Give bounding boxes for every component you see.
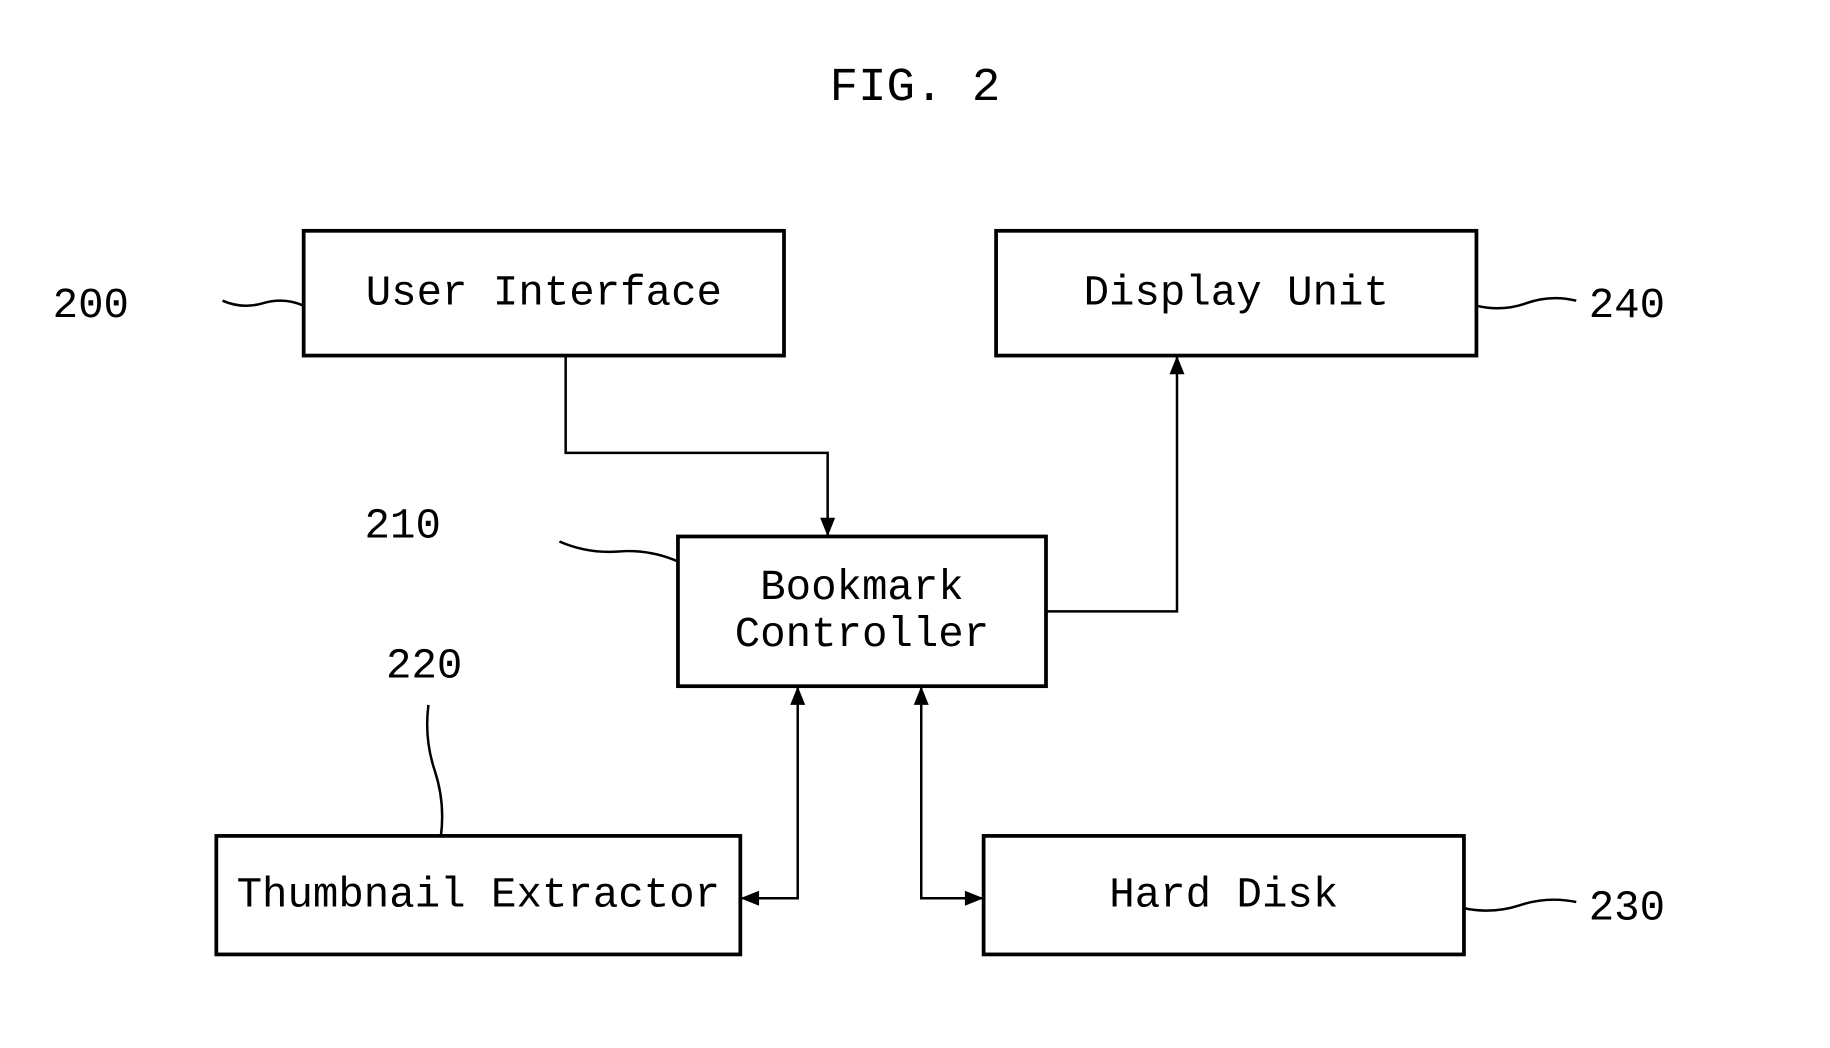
ref-leader-bookmark_controller	[559, 541, 678, 561]
figure-title: FIG. 2	[830, 62, 1001, 115]
arrowhead	[914, 686, 929, 705]
ref-number-thumbnail_extractor: 220	[386, 642, 462, 690]
edge-bookmark_controller-hard_disk	[921, 686, 983, 898]
arrowhead	[820, 518, 835, 537]
block-label-display_unit: Display Unit	[1084, 269, 1389, 317]
arrowhead	[965, 891, 984, 906]
edge-user_interface-bookmark_controller	[566, 356, 828, 537]
ref-leader-thumbnail_extractor	[427, 705, 442, 836]
block-label-hard_disk: Hard Disk	[1109, 871, 1338, 919]
block-diagram: FIG. 2 User Interface 200 Display Unit 240 Bo…	[0, 0, 1830, 1048]
edge-bookmark_controller-thumbnail_extractor	[740, 686, 797, 898]
block-label-bookmark_controller-line2: Controller	[735, 611, 989, 659]
ref-number-user_interface: 200	[53, 282, 129, 330]
ref-leader-user_interface	[223, 301, 304, 306]
arrowhead	[790, 686, 805, 705]
block-label-user_interface: User Interface	[366, 269, 722, 317]
ref-leader-hard_disk	[1464, 900, 1576, 911]
edge-bookmark_controller-display_unit	[1046, 356, 1177, 612]
block-label-bookmark_controller-line1: Bookmark	[760, 564, 964, 612]
ref-number-display_unit: 240	[1589, 282, 1665, 330]
ref-leader-display_unit	[1476, 298, 1576, 308]
diagram-container: FIG. 2 User Interface 200 Display Unit 240 Bo…	[0, 0, 1830, 1048]
ref-number-bookmark_controller: 210	[365, 503, 441, 551]
ref-number-hard_disk: 230	[1589, 884, 1665, 932]
block-label-thumbnail_extractor: Thumbnail Extractor	[237, 871, 721, 919]
arrowhead	[1170, 356, 1185, 375]
arrowhead	[740, 891, 759, 906]
